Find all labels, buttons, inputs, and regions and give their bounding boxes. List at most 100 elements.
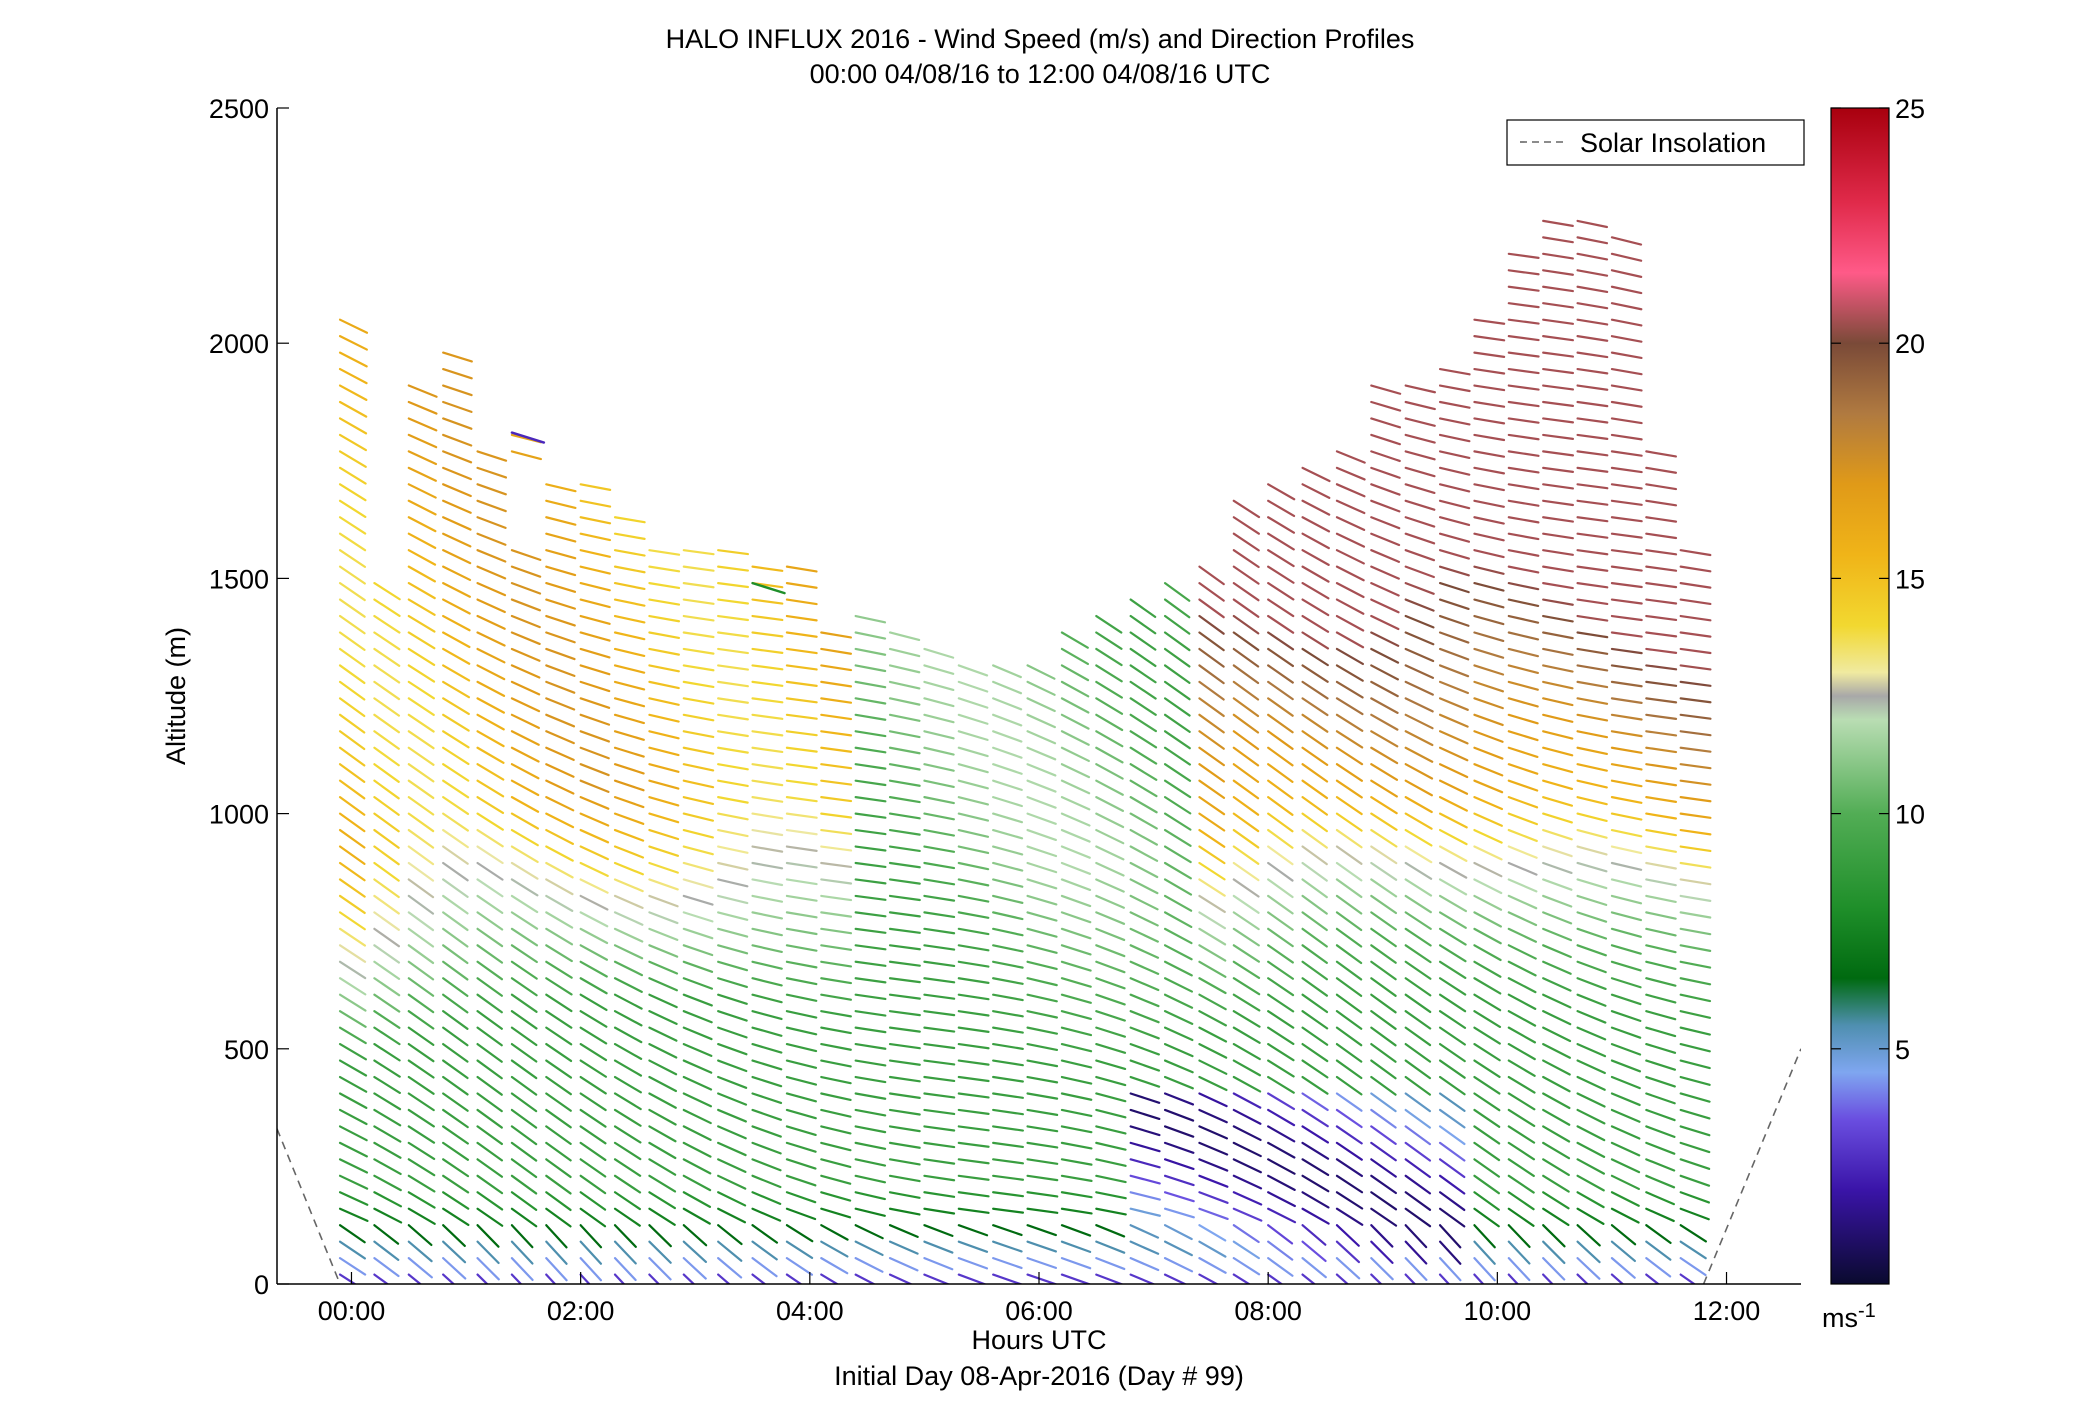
wind-barb [1301, 1125, 1329, 1144]
wind-barb [1267, 516, 1295, 534]
wind-barb [1335, 779, 1363, 799]
wind-barb [1610, 1059, 1642, 1073]
wind-barb [1473, 1010, 1502, 1028]
wind-barb [751, 944, 783, 954]
wind-barb [579, 1224, 603, 1249]
wind-barb [1645, 565, 1678, 572]
wind-barb [510, 1075, 538, 1096]
wind-barb [1507, 1026, 1537, 1044]
wind-barb [1370, 944, 1397, 964]
wind-barb [1438, 763, 1469, 779]
wind-barb [407, 1240, 433, 1263]
solar-insolation-line [277, 1048, 1801, 1284]
wind-barb [579, 1207, 607, 1228]
wind-barb [717, 812, 749, 821]
wind-barb [751, 697, 784, 704]
wind-barb [613, 796, 645, 809]
wind-barb [338, 351, 368, 368]
wind-barb [442, 549, 472, 565]
wind-barb [1542, 977, 1572, 992]
wind-barb [1438, 713, 1469, 728]
wind-barb [1473, 400, 1506, 408]
wind-barb [1370, 1092, 1397, 1113]
wind-barb [1542, 730, 1574, 740]
wind-barb [1576, 532, 1609, 539]
wind-barb [1232, 779, 1260, 800]
wind-barb [373, 1158, 402, 1176]
wind-barb [1129, 878, 1159, 895]
wind-barb [751, 1158, 782, 1172]
wind-barb [1679, 812, 1712, 819]
wind-barb [957, 713, 989, 725]
wind-barb [1232, 1141, 1262, 1158]
wind-barb [1404, 1174, 1432, 1195]
wind-barb [1576, 1075, 1606, 1091]
wind-barb [751, 598, 784, 605]
wind-barb [923, 1224, 954, 1238]
wind-barb [1438, 433, 1471, 443]
wind-barb [1404, 878, 1433, 897]
wind-barb [1542, 647, 1574, 656]
wind-barb [1129, 1125, 1161, 1137]
wind-barb [923, 845, 956, 853]
wind-barb [338, 1273, 357, 1284]
wind-barb [613, 647, 646, 657]
wind-barb [923, 1010, 956, 1017]
wind-barb [1370, 532, 1401, 547]
wind-barb [1542, 927, 1573, 942]
wind-barb [1267, 1240, 1294, 1261]
wind-barb [442, 1125, 469, 1145]
wind-barb [888, 1207, 921, 1216]
wind-barb [613, 1207, 641, 1227]
wind-barb [648, 911, 679, 925]
wind-barb [1473, 631, 1505, 643]
wind-barb [1542, 1207, 1570, 1227]
wind-barb [1645, 549, 1678, 556]
wind-barb [338, 1224, 366, 1244]
wind-barb [785, 1224, 814, 1243]
wind-barb [888, 647, 921, 658]
wind-barb [1026, 1042, 1059, 1052]
wind-barb [785, 779, 818, 786]
wind-barb [648, 1042, 678, 1059]
wind-barb [785, 1273, 803, 1284]
wind-barb [1610, 516, 1643, 523]
wind-barb [613, 680, 646, 691]
wind-barb [373, 598, 401, 618]
wind-barb [338, 861, 366, 882]
wind-barb [1232, 1125, 1262, 1142]
wind-barb [476, 861, 504, 881]
wind-barb [854, 1257, 884, 1273]
wind-barb [1645, 631, 1678, 638]
wind-barb [957, 927, 990, 936]
wind-barb [1026, 1141, 1059, 1149]
wind-barb [751, 993, 783, 1004]
wind-barb [407, 828, 435, 849]
wind-barb [682, 1141, 712, 1158]
wind-barb [957, 878, 990, 887]
wind-barb [1370, 993, 1397, 1014]
wind-barb [407, 993, 435, 1014]
wind-barb [1404, 730, 1434, 747]
wind-barb [1679, 1191, 1710, 1204]
wind-barb [888, 730, 921, 739]
wind-barb [442, 417, 473, 430]
wind-barb [1301, 861, 1328, 882]
wind-barb [1267, 796, 1294, 816]
wind-barb [613, 828, 645, 842]
wind-barb [785, 911, 818, 919]
wind-barb [1473, 878, 1503, 895]
wind-barb [1095, 647, 1123, 667]
wind-barb [1645, 1207, 1675, 1223]
wind-barb [751, 1092, 783, 1105]
wind-barb [1060, 631, 1089, 649]
wind-barb [1438, 796, 1468, 812]
wind-barb [373, 845, 400, 866]
wind-barb [1301, 845, 1328, 866]
wind-barb [1438, 1141, 1466, 1162]
wind-barb [717, 1108, 747, 1123]
wind-barb [579, 779, 610, 793]
wind-barb [613, 713, 645, 725]
wind-barb [476, 680, 506, 697]
wind-barb [888, 746, 921, 755]
